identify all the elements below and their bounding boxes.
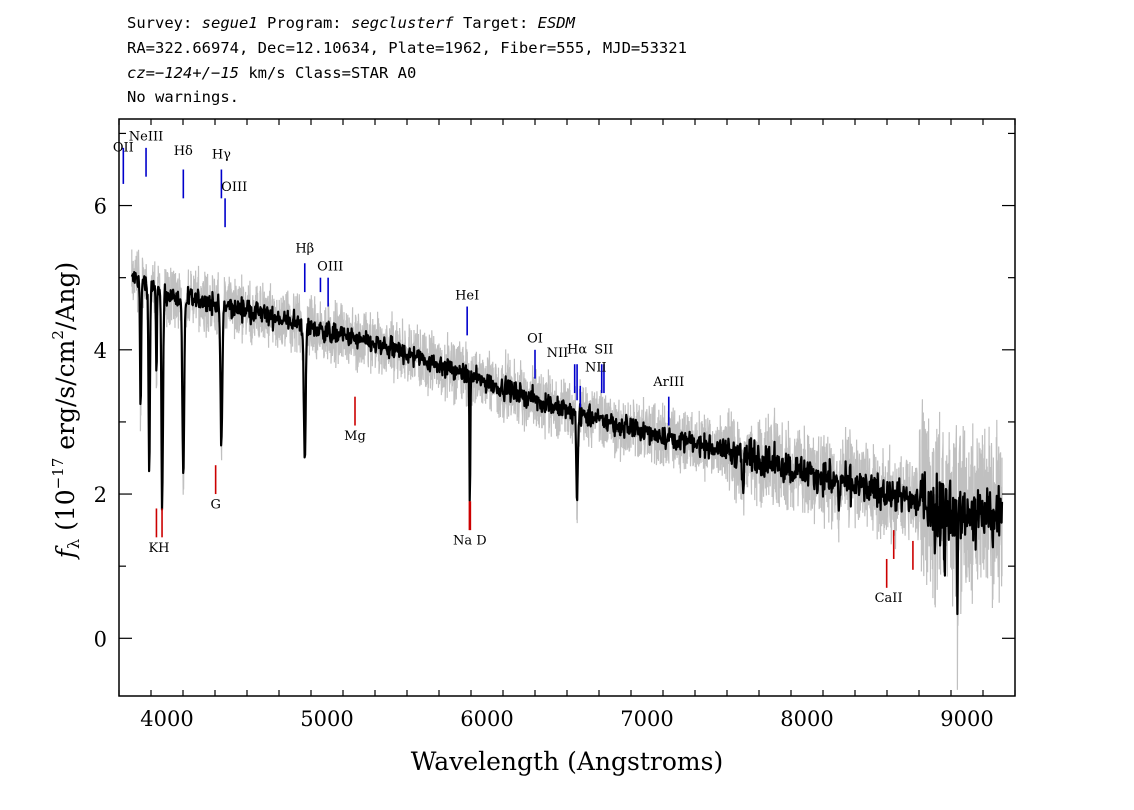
header-line-4: No warnings. — [127, 88, 239, 106]
line-markers — [122, 147, 914, 588]
y-tick-label: 6 — [94, 195, 107, 219]
line-label-h: Hα — [567, 342, 587, 357]
header-line-3: cz=−124+/−15 km/s Class=STAR A0 — [127, 64, 416, 82]
y-tick-label: 2 — [94, 483, 107, 507]
x-tick-label: 7000 — [620, 707, 673, 731]
line-label-ariii: ArIII — [652, 375, 684, 390]
x-tick-label: 5000 — [300, 707, 353, 731]
line-label-h: Hβ — [295, 241, 314, 256]
line-label-oi: OI — [527, 332, 543, 347]
line-label-h: Hδ — [174, 144, 193, 159]
x-tick-label: 8000 — [780, 707, 833, 731]
line-label-g: G — [210, 497, 220, 512]
flux-series — [130, 271, 1004, 616]
x-tick-label: 9000 — [940, 707, 993, 731]
line-label-mg: Mg — [344, 429, 366, 444]
line-label-neiii: NeIII — [129, 130, 163, 145]
x-axis-title: Wavelength (Angstroms) — [411, 747, 723, 776]
x-tick-label: 4000 — [140, 707, 193, 731]
y-tick-label: 4 — [94, 339, 107, 363]
header-line-2: RA=322.66974, Dec=12.10634, Plate=1962, … — [127, 39, 687, 57]
line-label-nii: NII — [585, 360, 607, 375]
line-label-nad: Na D — [453, 534, 487, 549]
line-label-caii: CaII — [875, 591, 903, 606]
header-line-1: Survey: segue1 Program: segclusterf Targ… — [127, 14, 576, 32]
plot-area — [122, 147, 1004, 690]
x-tick-label: 6000 — [460, 707, 513, 731]
line-label-oiii: OIII — [221, 180, 247, 195]
line-label-oiii: OIII — [317, 259, 343, 274]
chart-header: Survey: segue1 Program: segclusterf Targ… — [127, 14, 687, 106]
line-label-nii: NII — [547, 346, 569, 361]
line-label-oii: OII — [113, 140, 134, 155]
line-label-kh: KH — [148, 541, 169, 556]
y-axis-title: fλ (10−17 erg/s/cm2/Ang) — [49, 262, 83, 561]
axis-ticks: 4000 5000 6000 7000 8000 9000 0 2 4 6 — [94, 119, 1016, 731]
line-label-sii: SII — [594, 342, 613, 357]
y-tick-label: 0 — [94, 627, 107, 651]
line-label-hei: HeI — [455, 288, 479, 303]
line-label-h: Hγ — [212, 148, 231, 163]
